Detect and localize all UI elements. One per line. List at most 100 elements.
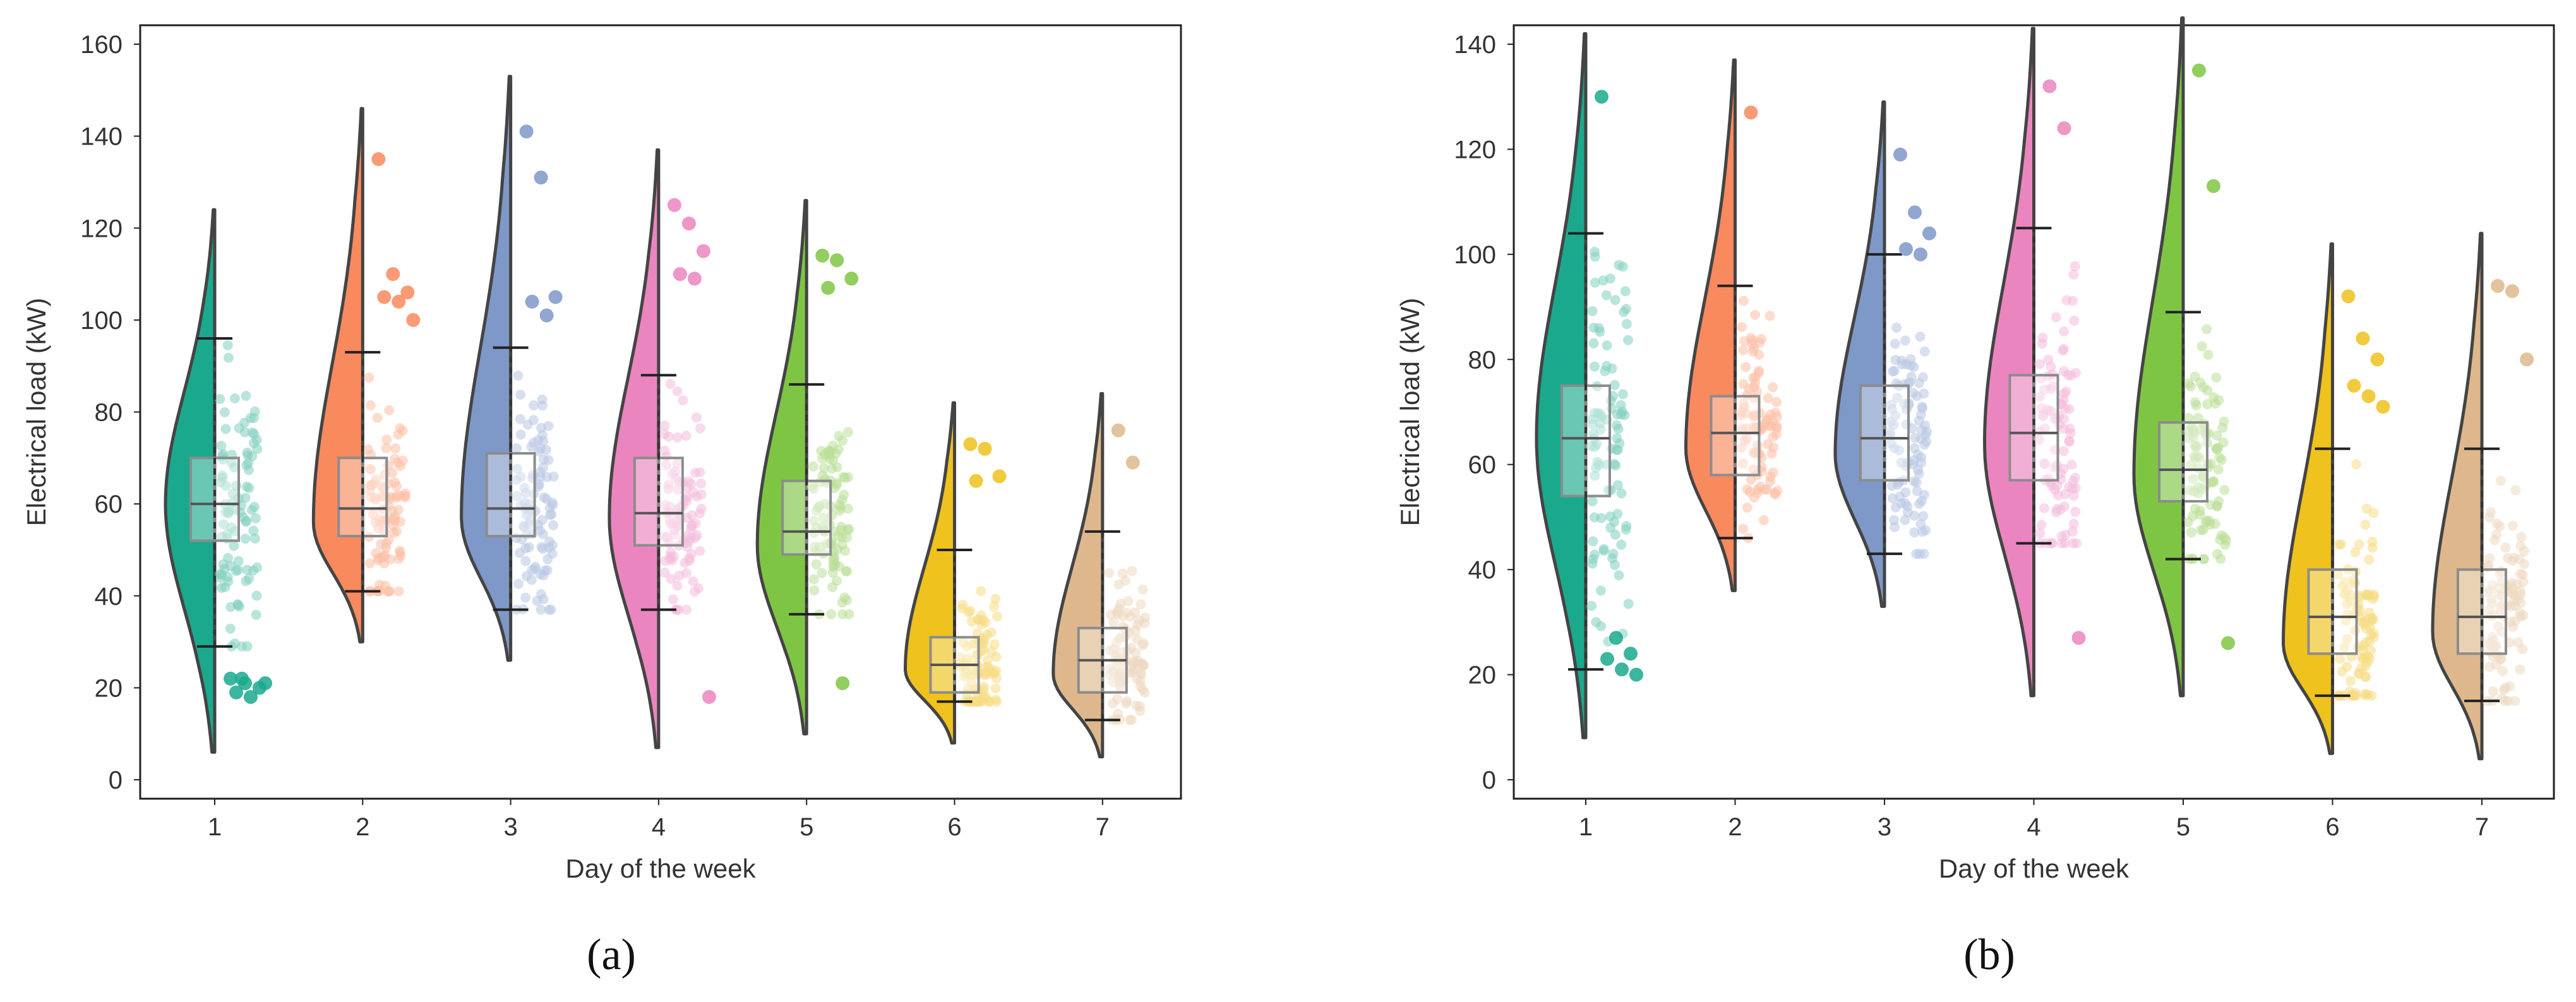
jitter-point	[2058, 345, 2068, 356]
jitter-point	[383, 586, 394, 597]
jitter-point	[381, 443, 392, 453]
jitter-point	[1765, 471, 1776, 482]
jitter-point	[840, 546, 850, 556]
jitter-point	[2498, 666, 2508, 677]
x-tick-label: 2	[356, 813, 369, 841]
jitter-point	[808, 574, 819, 585]
x-tick-label: 7	[1096, 813, 1110, 841]
jitter-point	[1756, 333, 1767, 344]
jitter-point	[672, 458, 683, 469]
jitter-point	[219, 519, 229, 530]
jitter-point	[515, 414, 525, 424]
jitter-point	[672, 432, 683, 443]
jitter-point	[2043, 354, 2054, 365]
jitter-point	[985, 664, 996, 674]
jitter-point	[1737, 322, 1747, 332]
jitter-point	[1918, 372, 1928, 383]
outlier-point	[1600, 652, 1614, 666]
jitter-point	[2212, 444, 2222, 455]
jitter-point	[1912, 391, 1922, 402]
jitter-point	[534, 479, 545, 490]
half-violin	[2132, 16, 2185, 698]
jitter-point	[2068, 518, 2079, 529]
jitter-point	[365, 400, 376, 410]
jitter-point	[2212, 549, 2223, 559]
jitter-point	[364, 373, 374, 383]
jitter-point	[1598, 546, 1609, 556]
jitter-point	[2071, 367, 2081, 378]
violin-group-day-1: 1	[1535, 32, 1643, 841]
jitter-point	[1587, 496, 1598, 507]
outlier-point	[525, 294, 539, 309]
jitter-point	[240, 492, 251, 503]
outlier-point	[2071, 631, 2086, 645]
jitter-point	[2198, 554, 2209, 564]
jitter-point	[963, 607, 974, 617]
y-tick-label: 140	[1454, 31, 1496, 59]
jitter-point	[1609, 379, 1620, 390]
y-tick-label: 120	[1454, 136, 1496, 164]
jitter-point	[691, 412, 702, 423]
jitter-point	[1621, 319, 1632, 330]
jitter-point	[2064, 423, 2075, 434]
jitter-point	[1621, 304, 1631, 314]
jitter-point	[1919, 346, 1930, 357]
jitter-point	[248, 525, 259, 536]
y-tick-label: 60	[1468, 451, 1497, 479]
jitter-point	[991, 673, 1002, 684]
jitter-point	[536, 604, 546, 615]
outlier-point	[696, 244, 710, 258]
jitter-point	[1617, 389, 1628, 400]
jitter-point	[2495, 521, 2505, 532]
jitter-point	[392, 481, 402, 491]
jitter-point	[992, 611, 1002, 622]
outlier-point	[2361, 389, 2376, 403]
outlier-point	[1914, 247, 1927, 261]
outlier-point	[2057, 121, 2071, 136]
jitter-point	[844, 523, 854, 534]
jitter-point	[2035, 391, 2046, 402]
jitter-point	[2059, 326, 2070, 337]
jitter-point	[1750, 309, 1761, 320]
outlier-point	[978, 441, 992, 456]
x-tick-label: 6	[947, 813, 961, 841]
jitter-point	[2202, 515, 2212, 526]
jitter-point	[393, 429, 404, 440]
jitter-point	[244, 482, 255, 493]
outlier-point	[844, 271, 859, 286]
jitter-point	[536, 542, 547, 552]
jitter-point	[811, 559, 822, 570]
jitter-point	[1763, 420, 1774, 431]
jitter-point	[2489, 535, 2500, 546]
jitter-point	[1621, 521, 1632, 532]
jitter-point	[2198, 382, 2208, 393]
jitter-point	[2070, 261, 2080, 271]
jitter-point	[682, 541, 693, 552]
jitter-point	[1919, 439, 1930, 450]
jitter-point	[2059, 388, 2070, 399]
jitter-point	[1744, 384, 1754, 395]
jitter-point	[532, 595, 542, 606]
jitter-point	[250, 513, 261, 523]
jitter-point	[251, 609, 261, 620]
violin-group-day-3: 3	[460, 75, 563, 841]
jitter-point	[817, 568, 827, 578]
jitter-point	[1623, 335, 1633, 345]
jitter-point	[1592, 408, 1603, 419]
jitter-point	[1617, 261, 1628, 272]
half-violin	[1684, 58, 1737, 592]
panel-b: 0 20 40 60 80 100 120 140 Electrical load (kW) Da…	[1395, 16, 2555, 883]
jitter-point	[806, 480, 817, 491]
jitter-point	[248, 413, 259, 424]
outlier-point	[539, 308, 554, 323]
jitter-point	[2364, 613, 2375, 624]
jitter-point	[233, 556, 244, 566]
jitter-point	[2361, 503, 2372, 514]
jitter-point	[1114, 668, 1125, 679]
jitter-point	[2487, 580, 2498, 590]
jitter-point	[374, 515, 385, 525]
outlier-point	[548, 290, 563, 304]
jitter-point	[2500, 542, 2511, 553]
jitter-point	[2046, 406, 2056, 417]
jitter-point	[2509, 552, 2520, 563]
